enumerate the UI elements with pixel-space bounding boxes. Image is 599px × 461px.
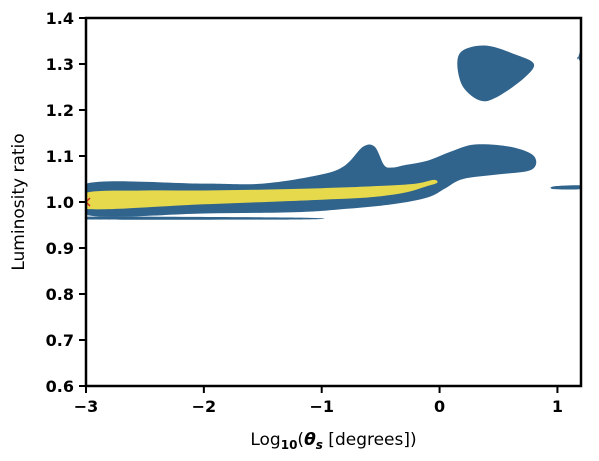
x-axis-label: Log10(θs [degrees]) xyxy=(250,430,416,452)
marker-layer xyxy=(86,197,91,207)
x-tick-label-1: −2 xyxy=(192,397,217,416)
x-tick-label-2: −1 xyxy=(309,397,334,416)
x-label-rest: [degrees]) xyxy=(323,430,417,450)
x-label-prefix: Log xyxy=(250,430,280,450)
marker-x-0 xyxy=(86,197,91,207)
x-tick-label-3: 0 xyxy=(434,397,445,416)
contour-regions xyxy=(86,45,581,220)
x-tick-label-0: −3 xyxy=(74,397,99,416)
x-label-subscript: 10 xyxy=(281,438,298,452)
x-tick-label-4: 1 xyxy=(552,397,563,416)
contour-region-outer-3 xyxy=(550,185,581,190)
y-tick-label-3: 0.9 xyxy=(46,239,74,258)
x-label-open: ( xyxy=(297,430,304,450)
contour-region-outer-1 xyxy=(86,216,325,220)
y-tick-label-7: 1.3 xyxy=(46,55,74,74)
y-tick-label-4: 1.0 xyxy=(46,193,74,212)
y-tick-label-0: 0.6 xyxy=(46,377,74,396)
y-axis-label: Luminosity ratio xyxy=(9,133,29,270)
x-label-theta-subscript: s xyxy=(316,438,323,452)
contour-region-outer-2 xyxy=(457,45,535,102)
contour-region-inner-5 xyxy=(86,179,438,210)
y-tick-label-1: 0.7 xyxy=(46,331,74,350)
y-axis: 0.6 0.7 0.8 0.9 1.0 1.1 1.2 1.3 1.4 xyxy=(46,9,86,396)
y-tick-label-8: 1.4 xyxy=(46,9,74,28)
y-tick-label-5: 1.1 xyxy=(46,147,74,166)
y-tick-label-2: 0.8 xyxy=(46,285,74,304)
y-tick-label-6: 1.2 xyxy=(46,101,74,120)
x-label-theta: θ xyxy=(304,430,316,450)
x-axis: −3 −2 −1 0 1 xyxy=(74,386,563,416)
